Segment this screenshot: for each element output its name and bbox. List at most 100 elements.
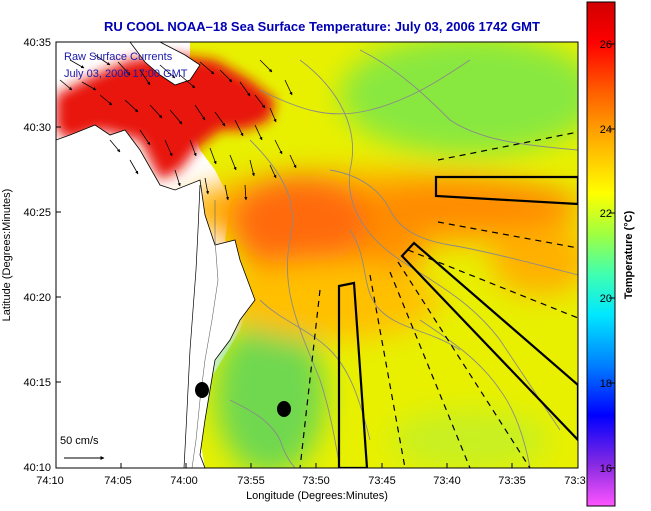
contour-2 bbox=[299, 59, 561, 431]
current-vector-arrow bbox=[164, 139, 173, 157]
land bbox=[56, 42, 256, 468]
current-vector-arrow bbox=[194, 104, 206, 121]
x-tick: 73:40 bbox=[433, 475, 461, 487]
ray-2 bbox=[437, 221, 578, 249]
current-vector-arrow bbox=[179, 74, 196, 89]
sst-cool-band-left bbox=[215, 315, 325, 468]
contour-1 bbox=[249, 139, 341, 468]
bathymetry-nearshore bbox=[191, 200, 219, 468]
x-tick-labels: 74:10 74:05 74:00 73:55 73:50 73:45 73:4… bbox=[36, 475, 585, 487]
map-panel: Raw Surface Currents July 03, 2006 17:00… bbox=[56, 42, 578, 468]
current-vector-arrow bbox=[234, 119, 244, 137]
current-vector-arrow bbox=[269, 107, 277, 123]
x-tick: 74:10 bbox=[36, 475, 64, 487]
contour-6 bbox=[229, 399, 296, 468]
current-vector-arrow bbox=[269, 164, 277, 179]
dashed-rays bbox=[299, 131, 578, 468]
ray-4 bbox=[397, 261, 531, 468]
current-vector-arrow bbox=[259, 59, 273, 73]
transect-box-east bbox=[434, 175, 578, 206]
x-axis-label: Longitude (Degrees:Minutes) bbox=[246, 490, 388, 502]
y-tick: 40:25 bbox=[23, 207, 51, 219]
transect-boxes bbox=[337, 175, 578, 468]
y-tick: 40:15 bbox=[23, 377, 51, 389]
x-tick: 74:05 bbox=[104, 475, 132, 487]
current-vector-arrow bbox=[129, 159, 139, 175]
contour-4 bbox=[329, 169, 578, 276]
sst-cool-band-top bbox=[340, 42, 578, 155]
ray-7 bbox=[299, 289, 321, 468]
current-vector-arrow bbox=[254, 124, 263, 141]
current-vector-arrow bbox=[219, 69, 233, 83]
sst-coastal-red bbox=[56, 55, 275, 180]
current-vector-arrow bbox=[109, 139, 121, 153]
sst-field bbox=[56, 42, 578, 468]
contour-5 bbox=[259, 299, 371, 441]
contour-7 bbox=[419, 319, 531, 468]
colorbar-tick: 16 bbox=[600, 463, 612, 475]
currents-timestamp: July 03, 2006 17:00 GMT bbox=[64, 68, 188, 80]
y-tick: 40:20 bbox=[23, 292, 51, 304]
y-tick: 40:30 bbox=[23, 122, 51, 134]
current-vector-arrow bbox=[159, 64, 176, 79]
current-vector-arrow bbox=[224, 184, 230, 201]
buoy-marker-2 bbox=[277, 401, 291, 417]
y-tick: 40:35 bbox=[23, 37, 51, 49]
colorbar-tick: 20 bbox=[600, 293, 612, 305]
y-axis-label: Latitude (Degrees:Minutes) bbox=[1, 189, 13, 322]
current-vector-arrow bbox=[81, 81, 97, 91]
current-vector-arrow bbox=[239, 81, 251, 97]
current-vector-arrow bbox=[214, 111, 226, 127]
x-tick: 74:00 bbox=[170, 475, 198, 487]
current-vector-arrow bbox=[69, 59, 85, 69]
x-tick: 73:35 bbox=[498, 475, 526, 487]
current-vector-arrow bbox=[189, 139, 197, 157]
contour-3 bbox=[359, 49, 578, 151]
current-vector-arrow bbox=[59, 79, 73, 91]
sst-warm-tongue bbox=[360, 180, 578, 230]
scale-label: 50 cm/s bbox=[60, 435, 99, 447]
sst-mid-orange bbox=[220, 260, 440, 340]
land-new-jersey bbox=[56, 124, 256, 468]
colorbar-label: Temperature (°C) bbox=[623, 210, 635, 299]
x-tick: 73:3 bbox=[564, 475, 585, 487]
current-vector-arrow bbox=[289, 154, 297, 169]
sst-warm-core bbox=[230, 175, 370, 265]
current-vector-arrow bbox=[117, 61, 131, 76]
current-vector-arrow bbox=[209, 147, 217, 165]
colorbar-ticks: 26 24 22 20 18 16 bbox=[600, 39, 615, 475]
land-long-island bbox=[129, 42, 201, 86]
current-vector-arrow bbox=[204, 177, 210, 195]
x-tick: 73:45 bbox=[368, 475, 396, 487]
y-tick-labels: 40:35 40:30 40:25 40:20 40:15 40:10 bbox=[23, 37, 51, 474]
current-vector-arrow bbox=[199, 61, 215, 75]
current-vector-arrow bbox=[139, 129, 151, 146]
current-vector-arrow bbox=[139, 69, 151, 86]
current-vector-arrow bbox=[99, 94, 113, 106]
map-frame bbox=[55, 41, 579, 469]
current-vector-arrow bbox=[249, 159, 255, 177]
ray-3 bbox=[407, 249, 578, 319]
x-tick: 73:50 bbox=[302, 475, 330, 487]
transect-box-south bbox=[337, 281, 369, 468]
currents-label: Raw Surface Currents bbox=[64, 51, 173, 63]
coastline-inner bbox=[183, 184, 201, 468]
current-vector-arrow bbox=[169, 109, 183, 125]
sst-warm-right bbox=[490, 225, 578, 295]
current-vector-arrow bbox=[149, 104, 163, 119]
y-tick: 40:10 bbox=[23, 462, 51, 474]
colorbar-tick: 18 bbox=[600, 378, 612, 390]
x-tick: 73:55 bbox=[237, 475, 265, 487]
bathymetry-contours bbox=[229, 49, 578, 468]
current-vectors bbox=[59, 54, 297, 201]
current-vector-arrow bbox=[94, 54, 111, 66]
current-vector-arrow bbox=[124, 99, 139, 113]
tick-marks bbox=[55, 41, 513, 468]
buoy-marker-1 bbox=[195, 382, 209, 398]
contour-8 bbox=[259, 59, 471, 115]
current-vector-arrow bbox=[284, 79, 293, 96]
sst-cool-lower bbox=[390, 410, 550, 468]
ray-5 bbox=[389, 271, 471, 468]
colorbar bbox=[586, 1, 616, 507]
